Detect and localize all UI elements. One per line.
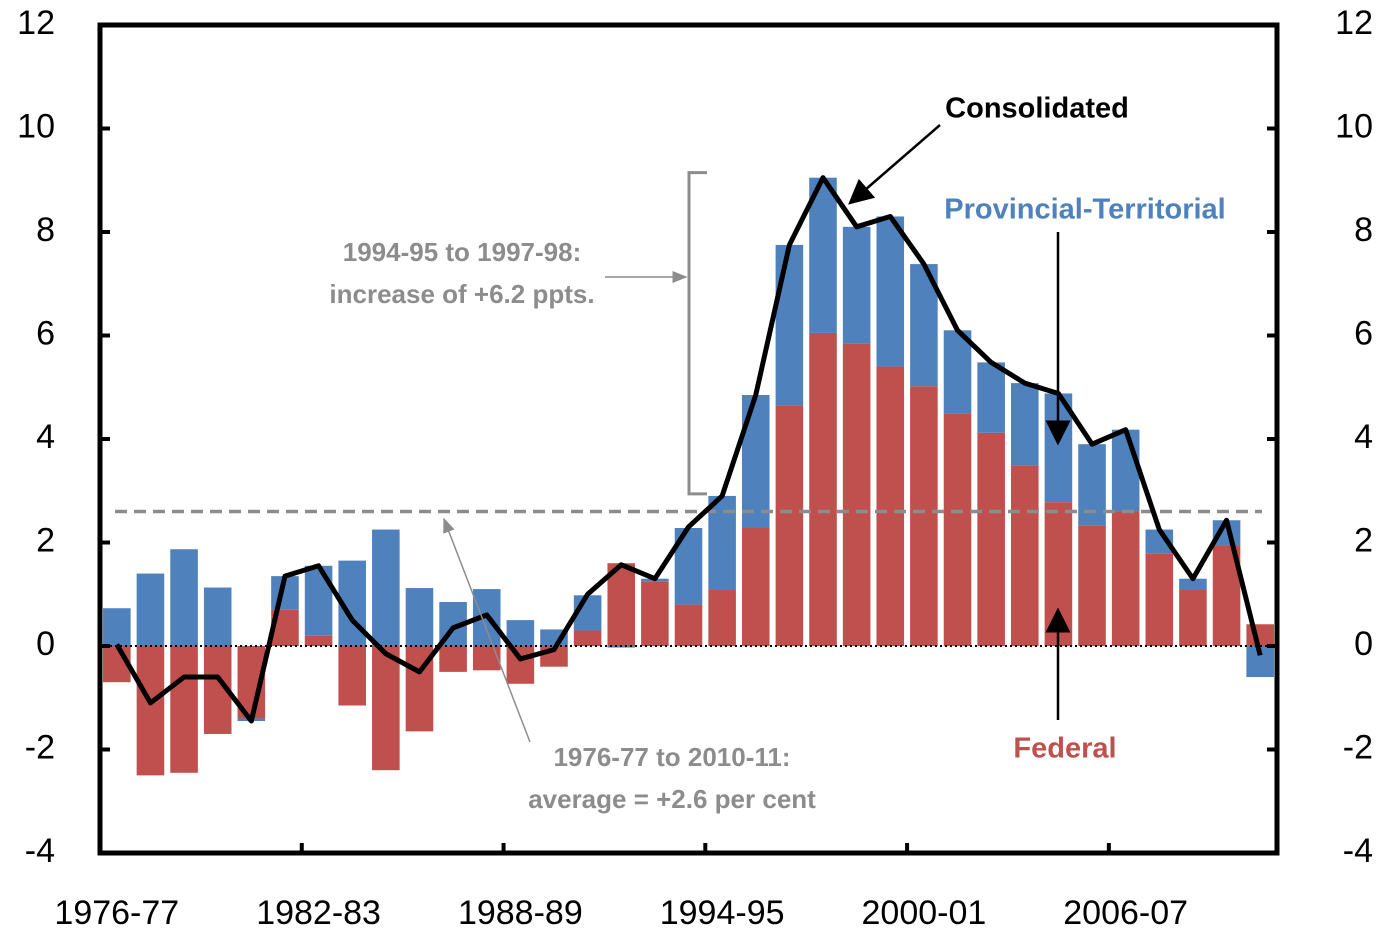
y2-tick-label: -4 xyxy=(1343,832,1373,870)
bar xyxy=(506,620,535,646)
annotation: average = +2.6 per cent xyxy=(528,784,816,814)
x-tick-label: 1982-83 xyxy=(256,894,381,932)
bar xyxy=(1078,444,1106,526)
x-tick-label: 1976-77 xyxy=(54,894,179,932)
line-series xyxy=(114,175,1263,724)
label-arrow xyxy=(848,124,941,205)
bar xyxy=(1010,383,1039,466)
x-tick-label: 1988-89 xyxy=(458,894,583,932)
bar xyxy=(372,646,400,771)
bar xyxy=(338,646,367,706)
bar xyxy=(372,529,400,646)
bar xyxy=(842,226,871,344)
bar xyxy=(203,587,232,646)
bar xyxy=(910,386,938,646)
series-label: Provincial-Territorial xyxy=(944,194,1226,226)
bar xyxy=(506,646,535,684)
x-tick-label: 1994-95 xyxy=(660,894,785,932)
y-tick-label: 6 xyxy=(36,314,55,352)
bar xyxy=(943,330,972,414)
y2-tick-label: 6 xyxy=(1354,314,1373,352)
y2-tick-label: -2 xyxy=(1343,728,1373,766)
bar xyxy=(641,581,669,646)
bracket xyxy=(687,171,707,496)
bar xyxy=(1179,578,1207,590)
annotation-arrow xyxy=(443,517,531,743)
bar xyxy=(809,177,837,333)
series-label: Federal xyxy=(1013,733,1116,765)
bar xyxy=(775,244,804,406)
y-tick-label: 2 xyxy=(36,521,55,559)
annotation: 1976-77 to 2010-11: xyxy=(553,742,790,772)
y-tick-label: -4 xyxy=(25,832,55,870)
bar xyxy=(674,604,703,646)
bar xyxy=(304,635,333,646)
y2-tick-label: 2 xyxy=(1354,521,1373,559)
bar xyxy=(304,565,333,636)
bar xyxy=(1179,589,1207,646)
bar xyxy=(472,646,501,671)
y2-tick-label: 4 xyxy=(1354,418,1373,456)
x-tick-label: 2000-01 xyxy=(862,894,987,932)
y2-tick-label: 0 xyxy=(1354,625,1373,663)
bar xyxy=(103,608,131,646)
bar xyxy=(741,528,770,646)
x-tick-label: 2006-07 xyxy=(1063,894,1188,932)
bar xyxy=(1010,465,1039,646)
bar xyxy=(876,366,905,646)
y-tick-label: 0 xyxy=(36,625,55,663)
bar xyxy=(775,405,804,646)
bar xyxy=(809,332,837,646)
y2-tick-label: 10 xyxy=(1335,107,1373,145)
bar xyxy=(573,630,602,646)
bar xyxy=(607,563,636,646)
bar xyxy=(842,343,871,646)
y2-tick-label: 8 xyxy=(1354,211,1373,249)
bar xyxy=(876,216,905,367)
bar xyxy=(405,588,434,646)
bar xyxy=(977,362,1005,433)
bar xyxy=(1246,624,1274,646)
series-label: Consolidated xyxy=(945,93,1129,125)
annotation: increase of +6.2 ppts. xyxy=(329,279,594,309)
bar xyxy=(943,413,972,646)
bar xyxy=(439,646,467,672)
y-tick-label: 10 xyxy=(17,107,55,145)
bar xyxy=(170,646,198,773)
bar xyxy=(1111,429,1140,512)
y2-tick-label: 12 xyxy=(1335,4,1373,42)
bar xyxy=(1078,525,1106,646)
y-tick-label: 12 xyxy=(17,4,55,42)
bar xyxy=(170,549,198,646)
bar xyxy=(708,589,736,646)
y-tick-label: 8 xyxy=(36,211,55,249)
y-tick-label: 4 xyxy=(36,418,55,456)
bar xyxy=(136,573,165,646)
y-tick-label: -2 xyxy=(25,728,55,766)
bar xyxy=(1145,553,1174,646)
annotation: 1994-95 to 1997-98: xyxy=(343,237,581,267)
bar xyxy=(741,395,770,529)
bar xyxy=(1111,511,1140,646)
bar xyxy=(977,432,1005,646)
bar xyxy=(136,646,165,776)
